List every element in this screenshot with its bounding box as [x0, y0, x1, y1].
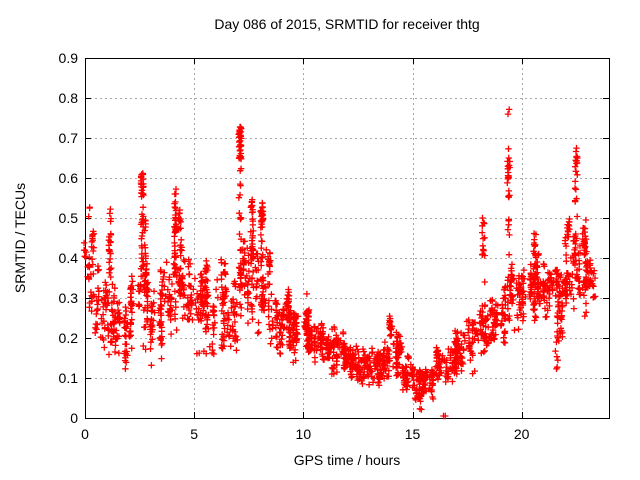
y-tick-label: 0.4: [58, 250, 78, 266]
scatter-points: [80, 106, 599, 420]
x-tick-label: 20: [513, 426, 530, 442]
y-tick-label: 0.7: [58, 130, 78, 146]
grid-lines: [85, 58, 609, 418]
x-tick-label: 15: [404, 426, 421, 442]
y-tick-label: 0: [70, 410, 78, 426]
y-tick-label: 0.6: [58, 170, 78, 186]
chart-title: Day 086 of 2015, SRMTID for receiver tht…: [214, 16, 480, 32]
y-tick-label: 0.9: [58, 50, 78, 66]
x-tick-label: 0: [81, 426, 89, 442]
y-tick-label: 0.5: [58, 210, 78, 226]
x-axis-label: GPS time / hours: [293, 452, 401, 468]
y-tick-label: 0.2: [58, 330, 78, 346]
x-tick-label: 10: [295, 426, 312, 442]
plot-border: [85, 58, 610, 419]
x-tick-label: 5: [190, 426, 199, 442]
y-tick-label: 0.8: [58, 90, 78, 106]
y-tick-label: 0.1: [58, 370, 78, 386]
y-tick-label: 0.3: [58, 290, 78, 306]
y-axis-label: SRMTID / TECUs: [12, 182, 28, 294]
